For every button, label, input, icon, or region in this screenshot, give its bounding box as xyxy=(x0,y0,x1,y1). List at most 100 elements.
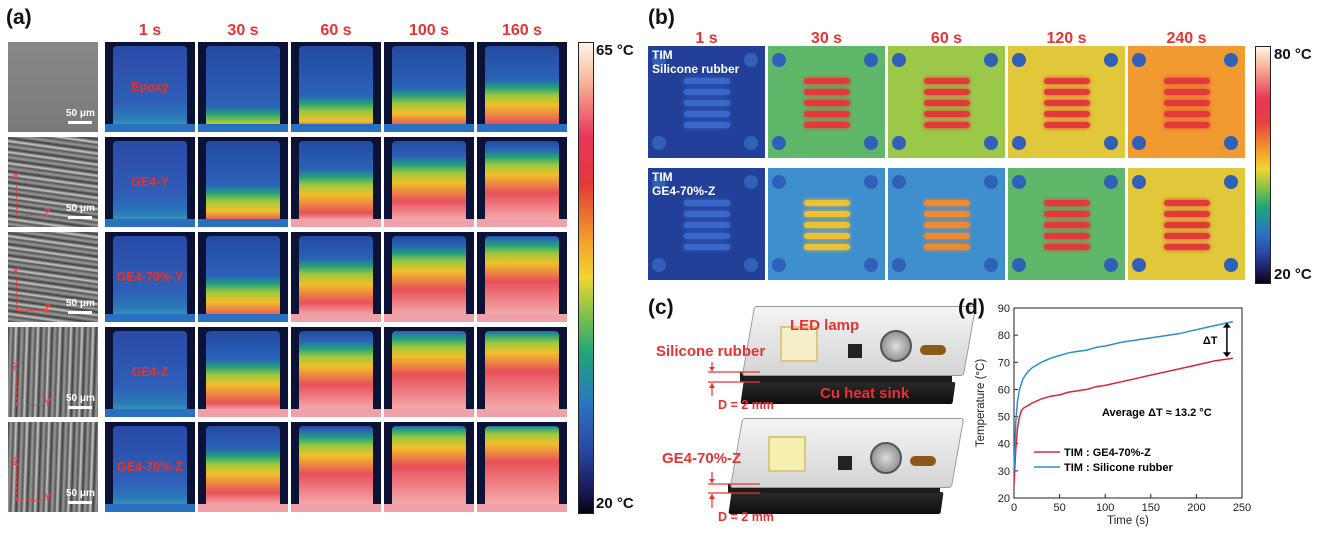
scale-bar xyxy=(68,121,92,124)
cu-heat-sink-label: Cu heat sink xyxy=(820,385,910,402)
thermal-cell xyxy=(291,232,381,322)
y-tick-label: 50 xyxy=(998,412,1010,424)
axis-label-vertical: Z xyxy=(12,456,19,468)
x-tick-label: 50 xyxy=(1053,502,1065,514)
heat-stripe xyxy=(804,244,850,250)
legend-entry: TIM : Silicone rubber xyxy=(1064,462,1174,474)
thermal-cell xyxy=(291,327,381,417)
panel-b-time-1: 30 s xyxy=(810,30,843,47)
mounting-hole-icon xyxy=(863,174,878,189)
scale-bar-label: 50 μm xyxy=(66,203,95,214)
x-axis-label: Time (s) xyxy=(1107,515,1149,527)
sem-image: 50 μm xyxy=(8,42,98,132)
thermal-base xyxy=(477,314,567,322)
panel-a-colorbar-min: 20 °C xyxy=(596,495,634,512)
heat-stripe xyxy=(1044,111,1090,117)
mounting-hole-icon xyxy=(743,52,758,67)
panel-a-time-2: 60 s xyxy=(320,22,352,39)
thermal-sample-body xyxy=(206,46,280,126)
y-tick-label: 60 xyxy=(998,384,1010,396)
ir-thermal-cell xyxy=(1128,46,1245,158)
thermal-cell xyxy=(384,137,474,227)
axis-label-vertical: Z xyxy=(12,361,19,373)
thermal-base xyxy=(105,219,195,227)
ge4-70z-label: GE4-70%-Z xyxy=(662,450,742,467)
mounting-hole-icon xyxy=(863,52,878,67)
thermal-cell xyxy=(198,422,288,512)
y-tick-label: 30 xyxy=(998,466,1010,478)
mounting-hole-icon xyxy=(1223,174,1238,189)
heat-stripe xyxy=(924,211,970,217)
scale-bar-label: 50 μm xyxy=(66,108,95,119)
mounting-hole-icon xyxy=(983,135,998,150)
thermal-base xyxy=(198,219,288,227)
panel-b-colorbar xyxy=(1255,46,1271,284)
thermal-cell xyxy=(291,137,381,227)
heat-stripe xyxy=(924,200,970,206)
heat-stripe xyxy=(924,122,970,128)
sample-label: GE4-70%-Z xyxy=(117,460,183,474)
thermal-sample-body xyxy=(485,331,559,411)
upper-capacitor-icon xyxy=(880,330,912,362)
heat-stripe xyxy=(804,111,850,117)
mounting-hole-icon xyxy=(891,135,906,150)
y-tick-label: 70 xyxy=(998,357,1010,369)
axis-arrow-horizontal xyxy=(16,310,42,311)
axis-arrow-horizontal xyxy=(16,215,42,216)
panel-b-time-3: 120 s xyxy=(1046,30,1087,47)
thermal-base xyxy=(291,504,381,512)
axis-arrow-horizontal xyxy=(16,405,42,406)
heat-stripe xyxy=(924,78,970,84)
thermal-cell xyxy=(384,422,474,512)
thermal-sample-body xyxy=(392,46,466,126)
heat-stripe xyxy=(924,222,970,228)
scale-bar xyxy=(68,501,92,504)
sem-image: 50 μm Y Z xyxy=(8,137,98,227)
thickness-markers xyxy=(708,362,760,508)
axis-label-horizontal: Z xyxy=(44,207,51,219)
panel-c-label: (c) xyxy=(648,296,674,319)
ir-thermal-cell xyxy=(888,46,1005,158)
heat-stripe xyxy=(1164,111,1210,117)
thermal-cell: GE4-70%-Y xyxy=(105,232,195,322)
heat-stripe xyxy=(804,122,850,128)
thermal-base xyxy=(477,409,567,417)
mounting-hole-icon xyxy=(651,135,666,150)
heat-stripe xyxy=(1044,122,1090,128)
thermal-cell xyxy=(384,327,474,417)
heat-stripe xyxy=(924,233,970,239)
thermal-base xyxy=(105,124,195,132)
axis-arrow-vertical xyxy=(16,185,17,215)
lower-capacitor-icon xyxy=(870,442,902,474)
thermal-sample-body xyxy=(299,141,373,221)
thermal-base xyxy=(384,314,474,322)
mounting-hole-icon xyxy=(1103,174,1118,189)
thermal-base xyxy=(477,504,567,512)
thermal-sample-body xyxy=(392,141,466,221)
tim-label: TIM xyxy=(652,48,673,62)
thermal-cell xyxy=(384,42,474,132)
thermal-cell xyxy=(477,42,567,132)
heat-stripe xyxy=(924,89,970,95)
mounting-hole-icon xyxy=(771,174,786,189)
heat-stripe xyxy=(684,100,730,106)
series-line xyxy=(1013,357,1234,485)
y-axis-label: Temperature (°C) xyxy=(975,359,987,447)
ir-thermal-cell: TIM GE4-70%-Z xyxy=(648,168,765,280)
thermal-base xyxy=(198,504,288,512)
x-tick-label: 100 xyxy=(1096,502,1114,514)
mounting-hole-icon xyxy=(651,257,666,272)
thermal-cell xyxy=(198,232,288,322)
thermal-cell xyxy=(477,327,567,417)
thermal-sample-body xyxy=(299,426,373,506)
heat-stripe xyxy=(684,200,730,206)
heat-stripe xyxy=(1164,122,1210,128)
sem-image: 50 μm Z Y xyxy=(8,422,98,512)
heat-stripe xyxy=(684,233,730,239)
average-delta-annotation: Average ΔT ≈ 13.2 °C xyxy=(1102,407,1212,419)
thermal-sample-body xyxy=(113,141,187,221)
thermal-sample-body xyxy=(485,236,559,316)
series-line xyxy=(1013,320,1234,471)
thermal-base xyxy=(291,124,381,132)
axis-arrow-vertical xyxy=(16,470,17,500)
